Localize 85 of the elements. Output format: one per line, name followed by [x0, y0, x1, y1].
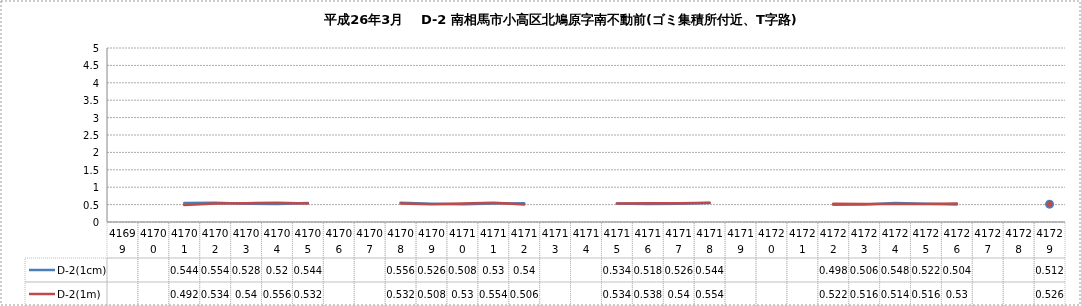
data-label: 0.532 [293, 289, 323, 300]
data-label: 0.506 [509, 289, 539, 300]
y-tick-label: 1 [92, 182, 99, 194]
data-label: 0.53 [945, 289, 968, 300]
x-tick-label: 41720 [758, 227, 785, 255]
x-tick-label: 41704 [263, 227, 291, 255]
x-tick-label: 41726 [943, 227, 971, 255]
x-tick-label: 41705 [294, 227, 322, 255]
y-tick-label: 3 [92, 112, 99, 124]
data-label: 0.504 [942, 265, 972, 276]
data-label: 0.544 [695, 265, 724, 276]
y-tick-label: 2 [92, 147, 99, 159]
data-label: 0.54 [513, 265, 536, 276]
x-tick-label: 41727 [974, 227, 1002, 255]
y-tick-label: 5 [92, 43, 99, 54]
data-label: 0.53 [451, 289, 474, 300]
x-tick-label: 41708 [387, 227, 414, 255]
x-tick-label: 41728 [1005, 227, 1033, 255]
data-label: 0.534 [200, 289, 230, 300]
data-label: 0.514 [880, 289, 910, 300]
x-tick-label: 41725 [912, 227, 940, 255]
y-tick-label: 3.5 [83, 95, 99, 107]
data-label: 0.522 [911, 265, 941, 276]
y-tick-label: 2.5 [83, 130, 99, 141]
data-label: 0.528 [231, 265, 261, 276]
x-tick-label: 41706 [325, 227, 353, 255]
x-tick-label: 41700 [139, 227, 167, 255]
data-label: 0.516 [849, 289, 879, 300]
data-label: 0.506 [849, 265, 879, 276]
data-label: 0.498 [818, 265, 848, 276]
y-tick-label: 0 [92, 217, 99, 228]
data-label: 0.52 [265, 265, 289, 276]
data-label: 0.512 [1035, 265, 1064, 276]
data-label: 0.508 [448, 265, 477, 276]
data-label: 0.554 [200, 265, 230, 276]
x-tick-label: 41715 [603, 227, 631, 255]
data-label: 0.534 [602, 289, 632, 300]
x-tick-label: 41699 [109, 227, 136, 255]
x-tick-label: 41701 [170, 227, 198, 255]
data-label: 0.534 [602, 265, 632, 276]
legend-label: D-2(1cm) [57, 264, 107, 276]
x-tick-label: 41702 [201, 227, 229, 255]
data-label: 0.516 [911, 289, 941, 300]
y-tick-label: 4 [92, 77, 99, 89]
data-label: 0.54 [667, 289, 690, 300]
chart-title: 平成26年3月 D-2 南相馬市小高区北鳩原字南不動前(ゴミ集積所付近、T字路) [323, 12, 797, 27]
x-tick-label: 41719 [727, 227, 754, 255]
data-label: 0.556 [386, 265, 415, 276]
x-tick-label: 41711 [479, 227, 507, 255]
x-tick-label: 41722 [819, 227, 847, 255]
data-label: 0.54 [234, 289, 258, 300]
data-label: 0.508 [417, 289, 446, 300]
x-tick-label: 41724 [881, 227, 909, 255]
x-tick-label: 41714 [572, 227, 600, 255]
x-tick-label: 41709 [418, 227, 445, 255]
x-tick-label: 41718 [696, 227, 723, 255]
x-tick-label: 41729 [1036, 227, 1063, 255]
legend-label: D-2(1m) [57, 288, 101, 300]
data-label: 0.548 [880, 265, 910, 276]
data-label: 0.526 [1035, 289, 1064, 300]
x-tick-label: 41707 [356, 227, 384, 255]
data-label: 0.522 [818, 289, 848, 300]
x-tick-label: 41713 [541, 227, 569, 255]
x-tick-label: 41703 [232, 227, 260, 255]
data-label: 0.53 [482, 265, 505, 276]
data-label: 0.544 [169, 265, 199, 276]
data-label: 0.518 [633, 265, 663, 276]
x-tick-label: 41712 [510, 227, 538, 255]
data-label: 0.554 [478, 289, 508, 300]
y-tick-label: 1.5 [83, 164, 99, 176]
data-label: 0.538 [633, 289, 663, 300]
data-label: 0.544 [293, 265, 323, 276]
data-label: 0.532 [386, 289, 415, 300]
data-label: 0.526 [664, 265, 694, 276]
data-label: 0.492 [169, 289, 199, 300]
data-label: 0.556 [262, 289, 292, 300]
data-label: 0.526 [417, 265, 446, 276]
x-tick-label: 41710 [449, 227, 476, 255]
data-label: 0.554 [695, 289, 724, 300]
x-tick-label: 41721 [788, 227, 816, 255]
y-tick-label: 0.5 [83, 199, 99, 211]
x-tick-label: 41723 [850, 227, 878, 255]
x-tick-label: 41716 [634, 227, 662, 255]
x-tick-label: 41717 [665, 227, 693, 255]
y-tick-label: 4.5 [83, 60, 99, 72]
